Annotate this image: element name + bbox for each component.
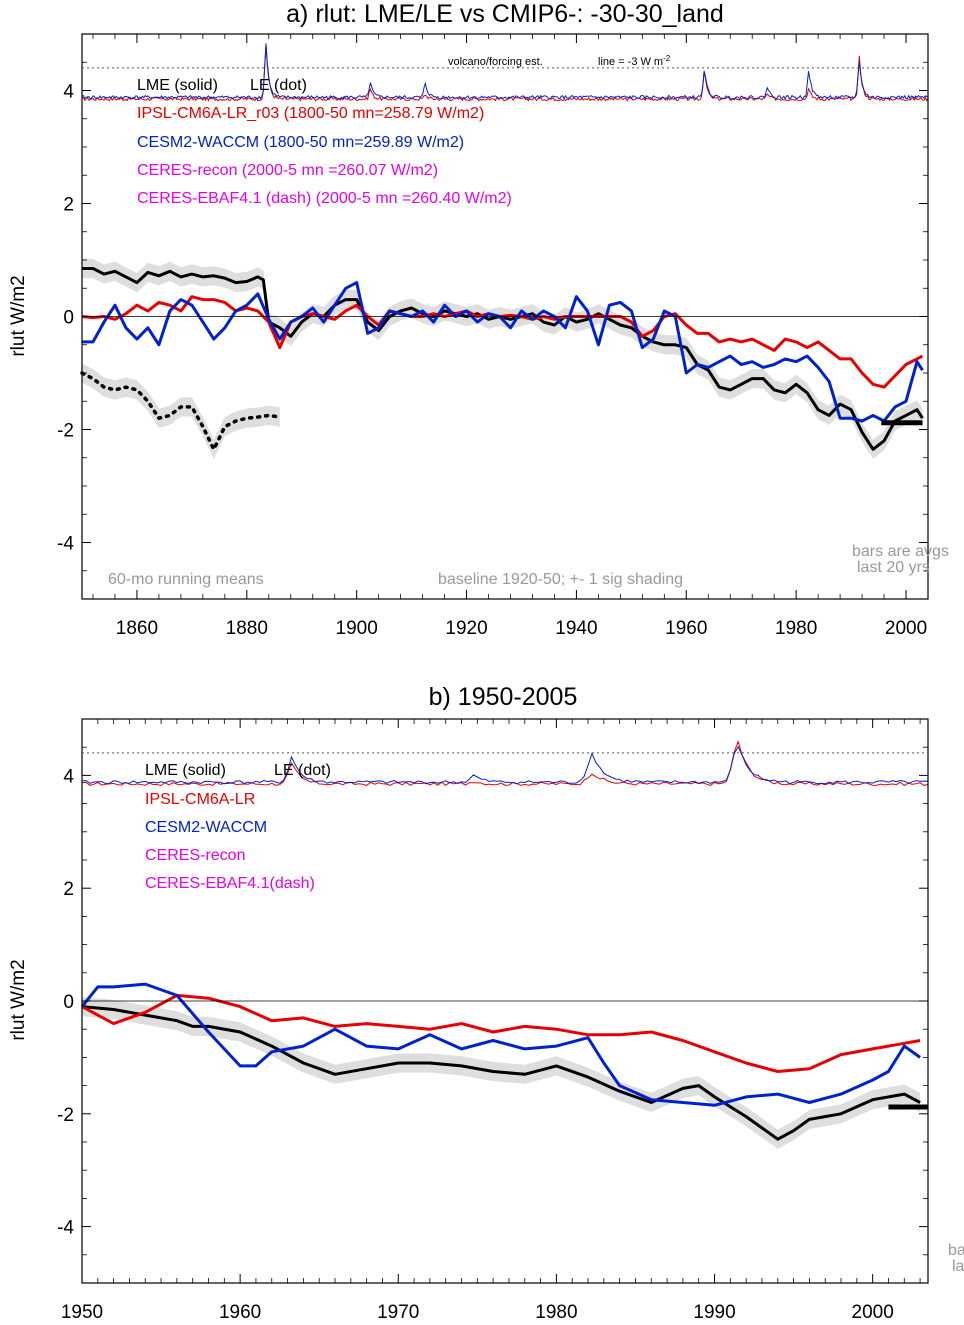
bars-note-a-1: bars are avgs [852,543,949,560]
panel-b: b) 1950-2005 -4 -2 0 2 4 1950 1960 1970 1980 1990… [8,683,964,1323]
sigma-shading [82,363,280,459]
bars-note-a-2: last 20 yrs [857,559,930,576]
legend-b-cesm: CESM2-WACCM [145,819,267,836]
y-tick-label: 0 [63,992,74,1013]
panel-a: a) rlut: LME/LE vs CMIP6-: -30-30_land -… [8,0,949,639]
y-tick-label: -2 [57,421,74,442]
panel-a-series [80,43,929,452]
series-line [82,281,924,423]
legend-b-ipsl: IPSL-CM6A-LR [145,791,255,808]
series-line [81,1005,921,1141]
line-label-text: line = -3 W m [598,56,663,68]
y-tick-label: -4 [57,1218,74,1239]
y-tick-label: 0 [63,308,74,329]
y-tick-label: 4 [63,82,74,103]
x-tick-label: 1940 [555,618,597,639]
x-tick-label: 1900 [336,618,378,639]
x-tick-label: 1980 [775,618,817,639]
x-tick-label: 1950 [61,1302,103,1323]
legend-b-header-lme: LME (solid) [145,762,226,779]
volcano-trace-cesm [81,745,929,785]
x-tick-label: 2000 [852,1302,894,1323]
x-tick-label: 1970 [377,1302,419,1323]
line-label: line = -3 W m-2 [598,54,671,68]
baseline-note: baseline 1920-50; +- 1 sig shading [438,571,683,588]
legend-a-ceres-ebaf: CERES-EBAF4.1 (dash) (2000-5 mn =260.40 … [137,190,512,207]
x-tick-label: 1920 [445,618,487,639]
series-line [80,982,921,1107]
series-line [81,993,921,1073]
panel-b-title: b) 1950-2005 [429,683,578,711]
panel-a-shading [82,258,923,459]
sigma-shading [82,258,923,459]
legend-a-header-le: LE (dot) [250,77,307,94]
bars-note-b-2: last 20 yrs [952,1258,964,1275]
legend-b-ceres-ebaf: CERES-EBAF4.1(dash) [145,875,315,892]
y-tick-label: -2 [57,1105,74,1126]
panel-a-axes: -4 -2 0 2 4 1860 1880 1900 1920 1940 1960 1980 2000 [57,33,929,639]
y-tick-label: -4 [57,534,74,555]
legend-a-header-lme: LME (solid) [137,77,218,94]
panel-a-ylabel: rlut W/m2 [8,275,29,356]
x-tick-label: 1960 [219,1302,261,1323]
x-tick-label: 1960 [665,618,707,639]
volcano-label: volcano/forcing est. [448,56,543,68]
legend-a-ceres-recon: CERES-recon (2000-5 mn =260.07 W/m2) [137,162,438,179]
series-line [82,267,924,451]
y-tick-label: 4 [63,766,74,787]
panel-b-axes: -4 -2 0 2 4 1950 1960 1970 1980 1990 2000 [57,718,929,1323]
legend-a-ipsl: IPSL-CM6A-LR_r03 (1800-50 mn=258.79 W/m2… [137,105,484,122]
y-tick-label: 2 [63,195,74,216]
running-mean-note: 60-mo running means [108,571,264,588]
x-tick-label: 1860 [116,618,158,639]
volcano-trace-cesm [81,43,929,101]
legend-b-ceres-recon: CERES-recon [145,847,245,864]
panel-b-ylabel: rlut W/m2 [8,959,29,1040]
x-tick-label: 2000 [885,618,927,639]
x-tick-label: 1880 [226,618,268,639]
volcano-trace-ipsl [81,45,929,102]
series-line [80,371,282,452]
legend-b-header-le: LE (dot) [274,762,331,779]
line-label-sup: -2 [663,54,671,63]
panel-b-series [80,740,929,1141]
panel-a-title: a) rlut: LME/LE vs CMIP6-: -30-30_land [286,0,724,28]
bars-note-b-1: bars are avgs [948,1242,964,1259]
series-line [81,295,924,389]
legend-a-cesm: CESM2-WACCM (1800-50 mn=259.89 W/m2) [137,134,464,151]
x-tick-label: 1980 [535,1302,577,1323]
x-tick-label: 1990 [693,1302,735,1323]
y-tick-label: 2 [63,879,74,900]
